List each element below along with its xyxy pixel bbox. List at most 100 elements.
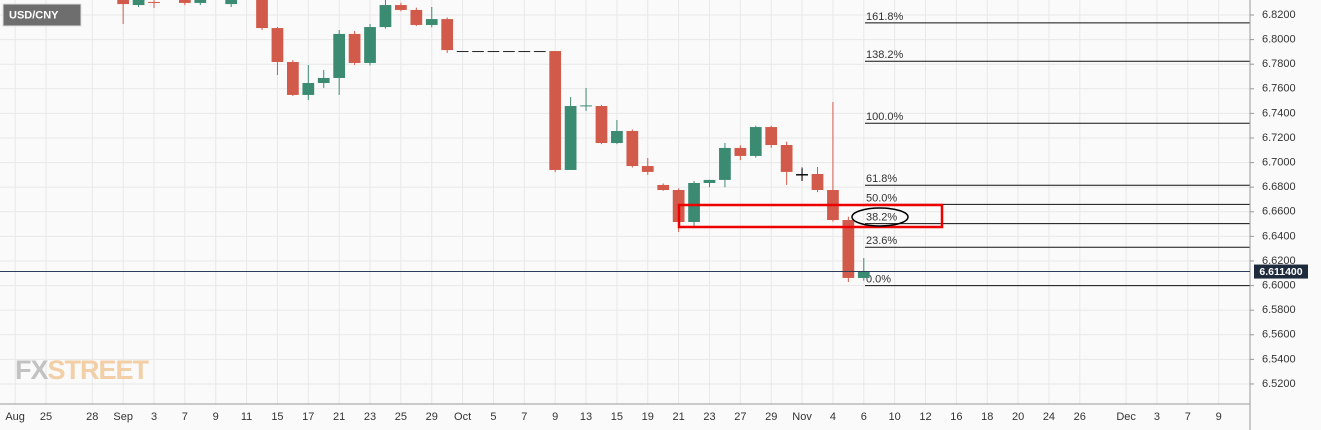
candle-body	[425, 19, 438, 25]
candle-body	[533, 51, 546, 53]
zone-annotation	[677, 203, 944, 229]
x-tick-label: 26	[1074, 411, 1086, 423]
candle-body	[842, 220, 855, 278]
level-annotation	[851, 207, 909, 227]
candle-body	[734, 147, 747, 156]
chart-title: USD/CNY	[9, 9, 59, 21]
candle-body	[611, 130, 623, 144]
fib-label: 0.0%	[866, 273, 891, 285]
y-tick-label: 6.6800	[1262, 181, 1296, 193]
y-tick-label: 6.5400	[1262, 353, 1296, 365]
y-tick-label: 6.7400	[1262, 107, 1296, 119]
candle-body	[749, 127, 762, 156]
x-tick-label: 10	[889, 411, 901, 423]
y-tick-label: 6.5800	[1262, 304, 1296, 316]
x-tick-label: Aug	[5, 411, 25, 423]
candle-body	[132, 0, 145, 6]
x-tick-label: 25	[395, 411, 407, 423]
watermark-fx: FX	[15, 355, 48, 385]
y-tick-label: 6.7200	[1262, 132, 1296, 144]
x-tick-label: 24	[1043, 411, 1055, 423]
candle-body	[441, 19, 454, 51]
x-tick-label: 29	[765, 411, 777, 423]
candle-body	[456, 51, 469, 53]
candle-body	[348, 33, 361, 63]
current-price-label: 6.611400	[1259, 266, 1302, 278]
candle-body	[626, 130, 639, 167]
candle-body	[518, 51, 531, 53]
fib-label: 23.6%	[866, 235, 897, 247]
fib-label: 61.8%	[866, 173, 897, 185]
x-tick-label: 7	[521, 411, 527, 423]
x-tick-label: Nov	[792, 411, 812, 423]
candle-body	[688, 182, 700, 222]
x-tick-label: 11	[241, 411, 252, 423]
candle-body	[287, 61, 299, 95]
candle-body	[487, 51, 500, 53]
y-tick-label: 6.7000	[1262, 156, 1296, 168]
crosshair	[796, 169, 808, 181]
x-tick-label: 4	[830, 411, 836, 423]
current-price-tag	[1254, 264, 1308, 279]
x-tick-label: 3	[1154, 411, 1160, 423]
title-box	[2, 3, 82, 27]
candle-body	[364, 27, 376, 63]
candle-body	[580, 105, 592, 107]
candle-body	[302, 83, 315, 95]
watermark: FXSTREET	[15, 355, 150, 385]
x-tick-label: 13	[580, 411, 592, 423]
x-tick-label: 15	[271, 411, 283, 423]
candle-body	[256, 0, 268, 29]
y-tick-label: 6.7800	[1262, 58, 1296, 70]
candle-body	[503, 51, 515, 53]
candles	[117, 0, 870, 283]
candle-body	[564, 106, 577, 170]
x-tick-label: 21	[673, 411, 685, 423]
candle-body	[194, 0, 207, 3]
candle-body	[148, 1, 160, 3]
x-tick-label: 16	[950, 411, 962, 423]
y-tick-label: 6.6000	[1262, 279, 1296, 291]
x-tick-label: 20	[1012, 411, 1024, 423]
candle-body	[811, 174, 824, 191]
x-tick-label: 12	[919, 411, 931, 423]
x-tick-label: Oct	[454, 411, 471, 423]
x-tick-label: 7	[182, 411, 188, 423]
candle-body	[472, 51, 484, 53]
candle-body	[657, 184, 670, 191]
candle-body	[179, 0, 191, 3]
x-tick-label: 3	[151, 411, 157, 423]
fib-label: 138.2%	[866, 49, 904, 61]
candle-body	[719, 147, 731, 180]
fib-label: 100.0%	[866, 111, 904, 123]
candle-body	[857, 271, 870, 278]
fib-label: 161.8%	[866, 11, 904, 23]
y-tick-label: 6.6200	[1262, 255, 1296, 267]
candle-body	[765, 127, 778, 145]
x-tick-label: 6	[861, 411, 867, 423]
candle-body	[780, 144, 793, 172]
candle-body	[641, 166, 654, 172]
x-tick-label: 18	[981, 411, 993, 423]
candle-body	[271, 28, 284, 62]
y-tick-label: 6.5600	[1262, 329, 1296, 341]
y-tick-label: 6.6600	[1262, 206, 1296, 218]
x-tick-label: 9	[552, 411, 558, 423]
x-tick-label: 9	[213, 411, 219, 423]
candle-body	[317, 77, 330, 84]
x-tick-label: 9	[1216, 411, 1222, 423]
y-tick-label: 6.7600	[1262, 83, 1296, 95]
x-tick-label: 19	[642, 411, 654, 423]
y-tick-label: 6.6400	[1262, 230, 1296, 242]
x-tick-label: 28	[86, 411, 98, 423]
candle-body	[225, 0, 238, 5]
y-tick-label: 6.8200	[1262, 9, 1296, 21]
x-tick-label: 27	[734, 411, 746, 423]
x-tick-label: 23	[364, 411, 376, 423]
fib-label: 38.2%	[866, 211, 897, 223]
candle-body	[410, 9, 423, 25]
candle-body	[333, 33, 346, 78]
